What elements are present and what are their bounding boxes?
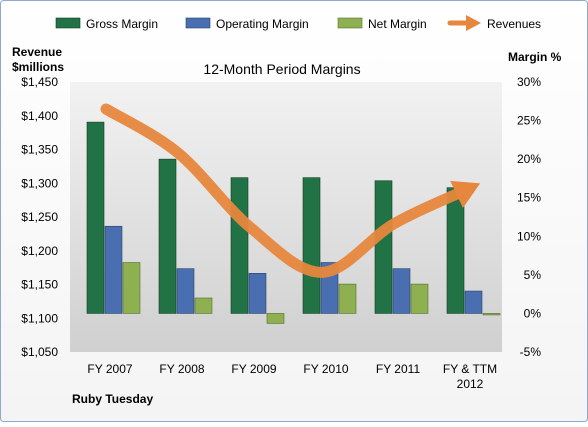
legend-swatch-operating-margin (185, 17, 211, 29)
net-margin-bar (266, 313, 285, 324)
category-label: FY 2009 (231, 362, 276, 376)
net-margin-bar (482, 313, 501, 316)
operating-margin-bar (176, 268, 195, 314)
right-tick-label: 20% (517, 152, 541, 166)
legend-label-gross-margin: Gross Margin (86, 17, 158, 31)
gross-margin-bar (302, 177, 321, 314)
gross-margin-bar (158, 158, 177, 314)
right-axis-ticks: -5% 0% 5% 10% 15% 20% 25% 30% (517, 75, 541, 359)
revenue-line-group (100, 103, 481, 278)
net-margin-bar (194, 297, 213, 314)
revenue-line (100, 103, 472, 278)
left-tick-label: $1,150 (21, 278, 58, 292)
revenue-arrowhead (450, 180, 481, 208)
category-labels: FY 2007 FY 2008 FY 2009 FY 2010 FY 2011 FY & … (87, 362, 497, 391)
left-axis-title-line1: Revenue (12, 45, 62, 59)
legend-label-operating-margin: Operating Margin (216, 17, 309, 31)
chart-title: 12-Month Period Margins (203, 61, 360, 77)
left-tick-label: $1,400 (21, 109, 58, 123)
legend: Gross Margin Operating Margin Net Margin… (55, 15, 541, 31)
operating-margin-bar (104, 225, 123, 314)
category-label: FY 2008 (159, 362, 204, 376)
category-label: FY 2011 (376, 362, 421, 376)
right-tick-label: 30% (517, 75, 541, 89)
left-tick-label: $1,200 (21, 244, 58, 258)
right-axis-title: Margin % (508, 50, 562, 64)
legend-swatch-net-margin (337, 17, 363, 29)
category-label: FY 2007 (87, 362, 132, 376)
legend-label-revenues: Revenues (487, 17, 541, 31)
category-label: FY 2010 (303, 362, 348, 376)
net-margin-bar (122, 262, 141, 314)
right-tick-label: 15% (517, 191, 541, 205)
category-label: FY & TTM (443, 362, 497, 376)
right-tick-label: -5% (520, 345, 542, 359)
operating-margin-bar (392, 268, 411, 314)
right-tick-label: 10% (517, 229, 541, 243)
bars (86, 121, 501, 324)
left-tick-label: $1,250 (21, 210, 58, 224)
category-label: 2012 (457, 377, 484, 391)
net-margin-bar (338, 283, 357, 314)
left-axis-title-line2: $millions (12, 60, 64, 74)
left-tick-label: $1,300 (21, 176, 58, 190)
left-tick-label: $1,050 (21, 345, 58, 359)
gross-margin-bar (446, 187, 465, 314)
operating-margin-bar (464, 290, 483, 314)
gross-margin-bar (374, 180, 393, 314)
left-tick-label: $1,100 (21, 311, 58, 325)
gross-margin-bar (230, 177, 249, 314)
company-name: Ruby Tuesday (72, 392, 153, 406)
legend-arrow-revenues (466, 15, 481, 31)
right-tick-label: 5% (524, 268, 542, 282)
left-axis-ticks: $1,050 $1,100 $1,150 $1,200 $1,250 $1,300 $1,3… (21, 75, 58, 359)
legend-swatch-gross-margin (55, 17, 81, 29)
gross-margin-bar (86, 121, 105, 314)
right-tick-label: 0% (524, 306, 542, 320)
left-tick-label: $1,350 (21, 143, 58, 157)
right-tick-label: 25% (517, 114, 541, 128)
legend-label-net-margin: Net Margin (368, 17, 427, 31)
net-margin-bar (410, 283, 429, 314)
operating-margin-bar (248, 273, 267, 314)
left-tick-label: $1,450 (21, 75, 58, 89)
